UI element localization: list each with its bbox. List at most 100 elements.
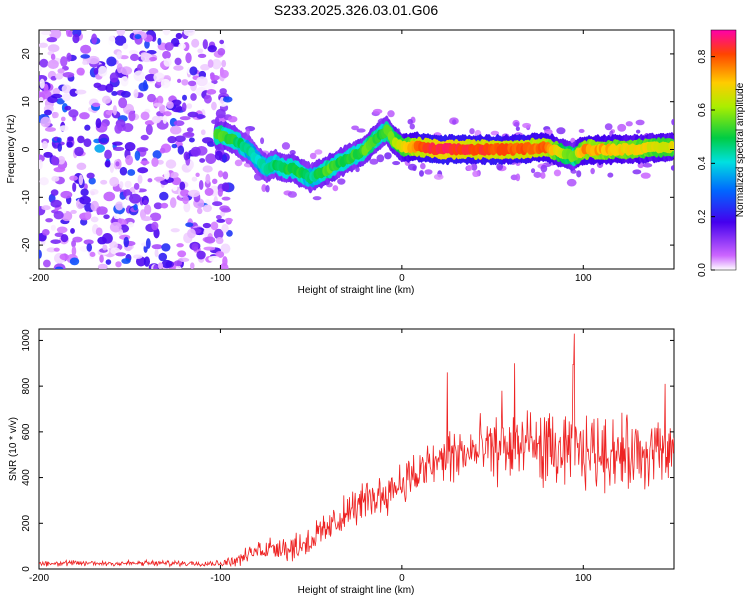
heatmap-blob: [140, 52, 149, 58]
heatmap-blob: [105, 83, 114, 93]
heatmap-blob: [116, 30, 126, 37]
heatmap-blob: [181, 102, 187, 112]
heatmap-blob: [203, 94, 212, 104]
snr-frame: [38, 328, 675, 570]
heatmap-blob: [617, 123, 627, 132]
heatmap-blob: [220, 69, 229, 79]
heatmap-blob: [471, 163, 478, 171]
heatmap-blob: [95, 118, 102, 129]
heatmap-blob: [203, 246, 216, 251]
heatmap-blob: [424, 169, 433, 175]
heatmap-blob: [222, 171, 229, 180]
heatmap-blob: [128, 110, 136, 122]
heatmap-blob: [104, 160, 111, 168]
heatmap-blob: [113, 213, 121, 220]
heatmap-blob: [196, 76, 208, 87]
heatmap-blob: [135, 256, 147, 267]
heatmap-blob: [70, 227, 75, 234]
heatmap-blob: [71, 245, 77, 257]
heatmap-blob: [384, 152, 392, 160]
heatmap-blob: [159, 104, 166, 114]
heatmap-blob: [553, 169, 562, 177]
heatmap-blob: [204, 236, 216, 244]
heatmap-blob: [433, 173, 444, 180]
colorbar-tick-label: 0.2: [697, 209, 708, 223]
heatmap-blob: [103, 214, 110, 220]
heatmap-blob: [83, 138, 92, 147]
snr-x-tick-label: 100: [575, 573, 592, 584]
heatmap-blob: [671, 118, 674, 126]
snr-y-tick-label: 800: [21, 377, 32, 394]
heatmap-blob: [80, 188, 89, 197]
heatmap-blob: [590, 167, 595, 175]
heatmap-blob: [83, 183, 88, 190]
heatmap-blob: [206, 89, 217, 95]
heatmap-blob: [157, 37, 162, 46]
heatmap-blob: [40, 30, 52, 36]
heatmap-x-tick-label: -200: [29, 273, 49, 284]
heatmap-blob: [175, 265, 182, 269]
heatmap-blob: [625, 121, 633, 127]
heatmap-blob: [49, 30, 62, 40]
heatmap-blob: [39, 78, 45, 89]
heatmap-blob: [174, 57, 182, 66]
heatmap-blob: [604, 123, 613, 131]
heatmap-blob: [419, 170, 424, 177]
heatmap-blob: [130, 53, 139, 62]
heatmap-blob: [171, 177, 182, 186]
heatmap-blob: [191, 38, 200, 48]
heatmap-blob: [226, 230, 233, 237]
heatmap-blob: [80, 54, 91, 59]
heatmap-blob: [127, 221, 134, 228]
heatmap-blob: [200, 64, 210, 71]
heatmap-blob: [173, 260, 183, 267]
heatmap-blob: [151, 221, 159, 231]
heatmap-blob: [202, 222, 211, 229]
heatmap-blob: [67, 136, 74, 142]
snr-y-ticks: 0 200 400 600 800 1000: [21, 329, 674, 572]
heatmap-blob: [205, 173, 211, 184]
heatmap-blob: [107, 35, 116, 46]
heatmap-blob: [94, 144, 105, 153]
heatmap-blob: [204, 264, 213, 269]
heatmap-y-tick-label: 10: [21, 96, 32, 108]
heatmap-blob: [59, 253, 69, 261]
heatmap-blob: [145, 124, 153, 136]
heatmap-blob: [190, 262, 195, 269]
heatmap-blob: [47, 44, 60, 53]
heatmap-blob: [215, 236, 224, 245]
heatmap-blob: [309, 152, 317, 160]
snr-y-label: SNR (10 * v/v): [8, 417, 19, 481]
heatmap-blob: [187, 228, 196, 239]
heatmap-blob: [122, 200, 128, 209]
colorbar-tick-label: 0.4: [697, 156, 708, 170]
heatmap-blob: [227, 115, 238, 123]
heatmap-blob: [71, 240, 77, 248]
heatmap-blob: [41, 140, 48, 149]
heatmap-blob: [161, 243, 171, 252]
heatmap-blob: [56, 226, 68, 234]
heatmap-blob: [540, 164, 548, 173]
heatmap-blob: [160, 78, 171, 89]
snr-y-tick-label: 200: [21, 515, 32, 532]
heatmap-blob: [53, 210, 64, 220]
heatmap-blob: [39, 58, 49, 68]
heatmap-blob: [265, 184, 270, 193]
snr-x-label: Height of straight line (km): [298, 585, 415, 596]
heatmap-blob: [100, 137, 108, 144]
heatmap-blob: [221, 223, 229, 233]
heatmap-blob: [50, 53, 56, 61]
heatmap-blob: [140, 111, 150, 121]
heatmap-blob: [96, 206, 108, 215]
heatmap-blob: [97, 65, 108, 77]
heatmap-blob: [145, 238, 151, 249]
heatmap-blob: [41, 205, 51, 211]
heatmap-blob: [57, 142, 63, 152]
heatmap-blob: [159, 191, 169, 201]
heatmap-blob: [513, 122, 520, 127]
heatmap-blob: [215, 215, 222, 220]
heatmap-blob: [125, 154, 134, 166]
heatmap-blob: [576, 170, 582, 178]
heatmap-blob: [133, 70, 145, 82]
